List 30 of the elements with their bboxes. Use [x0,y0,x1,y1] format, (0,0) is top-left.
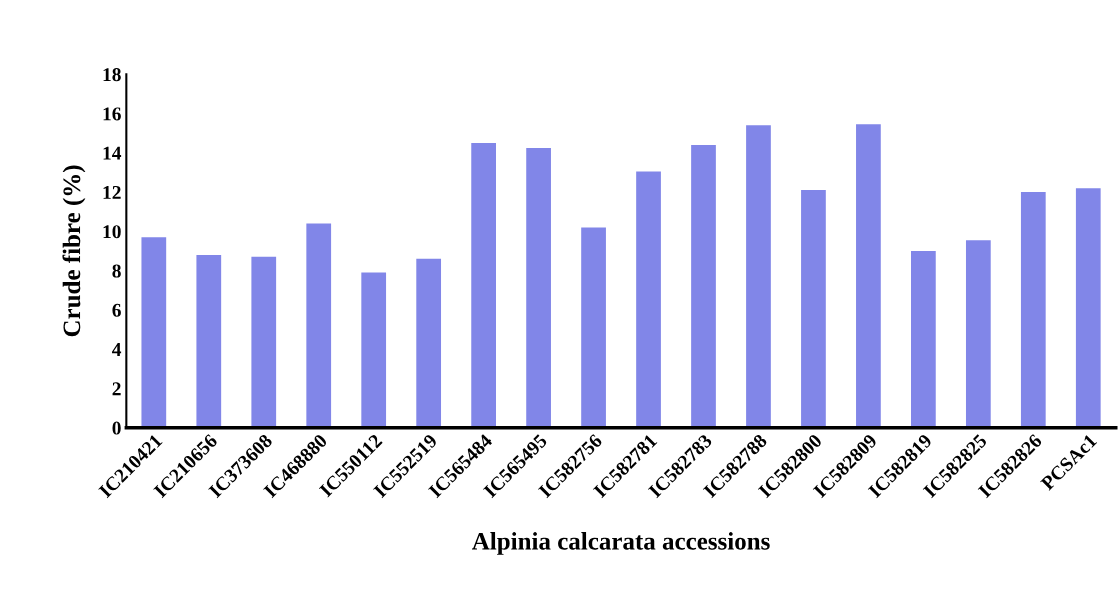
bar [141,237,167,428]
bar [581,227,606,428]
x-axis-title: Alpinia calcarata accessions [472,532,770,555]
bar [746,125,771,428]
bar [636,171,661,428]
bar [856,124,881,428]
y-tick-label: 12 [103,185,121,199]
y-tick-label: 14 [103,146,122,160]
bar [471,142,496,428]
bar [251,256,277,428]
bar [691,144,716,428]
y-tick-label: 0 [112,421,121,435]
y-tick-label: 8 [112,264,121,278]
bar [306,223,332,428]
bar [361,272,387,428]
y-tick-label: 6 [112,303,121,317]
y-tick-label: 2 [112,382,121,396]
y-tick-label: 10 [103,225,121,239]
bar [196,254,222,428]
bar [965,240,991,428]
y-axis-title: Crude fibre (%) [62,165,86,337]
bar [1075,188,1101,428]
bar [1020,192,1046,428]
y-tick-label: 4 [112,343,122,356]
bar [911,250,936,428]
bar [416,258,442,428]
bar [801,190,826,428]
bar [526,147,551,428]
y-tick-label: 16 [103,107,121,121]
y-tick-label: 18 [103,68,121,82]
